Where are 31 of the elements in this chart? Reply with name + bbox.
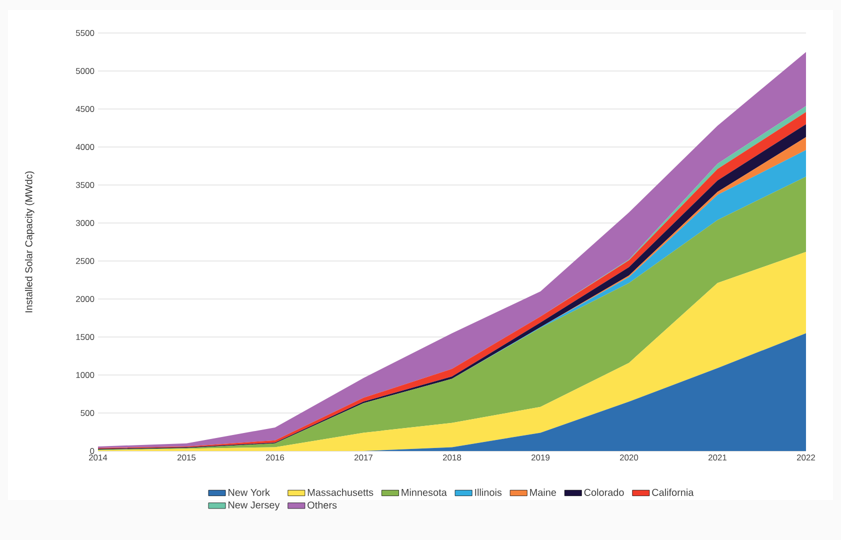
y-tick-label: 2500	[76, 258, 94, 264]
legend-label: New York	[228, 488, 270, 496]
legend-label: Minnesota	[402, 488, 447, 496]
x-tick-label: 2014	[89, 454, 108, 461]
x-tick-label: 2022	[796, 454, 815, 461]
legend-label: Others	[308, 501, 337, 509]
y-tick-label: 4500	[76, 106, 94, 112]
x-tick-label: 2018	[443, 454, 462, 461]
legend-label: Massachusetts	[308, 488, 374, 496]
legend-label: California	[652, 488, 694, 496]
x-tick-label: 2021	[708, 454, 726, 461]
y-tick-label: 500	[80, 410, 94, 416]
y-tick-label: 1500	[76, 334, 94, 340]
x-tick-label: 2015	[178, 454, 196, 461]
y-tick-label: 2000	[76, 296, 94, 302]
y-tick-label: 0	[90, 448, 94, 454]
x-tick-label: 2019	[532, 454, 550, 461]
y-tick-label: 5000	[76, 68, 94, 74]
x-tick-label: 2017	[354, 454, 372, 461]
y-axis-title: Installed Solar Capacity (MWdc)	[25, 171, 34, 312]
x-tick-label: 2020	[620, 454, 638, 461]
y-tick-label: 1000	[76, 372, 94, 378]
y-tick-label: 3000	[76, 220, 94, 226]
legend-label: Colorado	[584, 488, 624, 496]
legend-label: Maine	[530, 488, 556, 496]
legend-label: New Jersey	[228, 502, 280, 510]
x-tick-label: 2016	[266, 454, 284, 461]
y-tick-label: 5500	[76, 30, 94, 36]
legend-label: Illinois	[475, 488, 502, 496]
y-tick-label: 3500	[76, 182, 94, 188]
y-tick-label: 4000	[76, 144, 94, 150]
